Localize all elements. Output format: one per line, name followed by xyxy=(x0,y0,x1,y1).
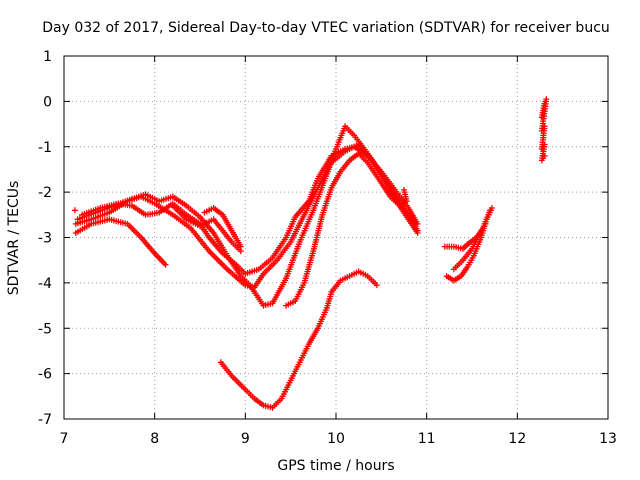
data-point-plus xyxy=(414,220,421,227)
y-tick-label: -7 xyxy=(38,412,52,428)
data-point-plus xyxy=(541,152,548,159)
x-tick-label: 12 xyxy=(508,431,526,447)
chart-title: Day 032 of 2017, Sidereal Day-to-day VTE… xyxy=(42,20,610,36)
y-axis-ticks: 1 0 -1 -2 -3 -4 -5 -6 -7 xyxy=(38,49,608,428)
y-tick-label: -6 xyxy=(38,367,52,383)
x-tick-label: 13 xyxy=(599,431,617,447)
data-point-plus xyxy=(162,261,169,268)
plot-frame xyxy=(63,55,609,420)
x-axis-ticks: 7 8 9 10 11 12 13 xyxy=(60,56,617,447)
data-points xyxy=(71,96,550,411)
grid-lines xyxy=(64,56,608,419)
x-tick-label: 9 xyxy=(241,431,250,447)
y-tick-label: -4 xyxy=(38,276,52,292)
data-point-plus xyxy=(237,243,244,250)
y-tick-label: -1 xyxy=(38,140,52,156)
y-axis-label: SDTVAR / TECUs xyxy=(6,181,22,296)
y-tick-label: 0 xyxy=(43,94,52,110)
data-point-plus xyxy=(488,205,495,211)
x-tick-label: 8 xyxy=(150,431,159,447)
x-tick-label: 10 xyxy=(327,431,345,447)
data-point-plus xyxy=(71,207,78,214)
x-tick-label: 7 xyxy=(60,431,69,447)
data-point-plus xyxy=(401,186,407,193)
data-point-plus xyxy=(482,220,489,227)
x-tick-label: 11 xyxy=(418,431,436,447)
y-tick-label: -3 xyxy=(38,231,52,247)
data-point-plus xyxy=(414,227,421,234)
y-tick-label: 1 xyxy=(43,49,52,65)
x-axis-label: GPS time / hours xyxy=(277,458,394,474)
y-tick-label: -2 xyxy=(38,185,52,201)
data-point-plus xyxy=(373,282,380,289)
y-tick-label: -5 xyxy=(38,321,52,337)
